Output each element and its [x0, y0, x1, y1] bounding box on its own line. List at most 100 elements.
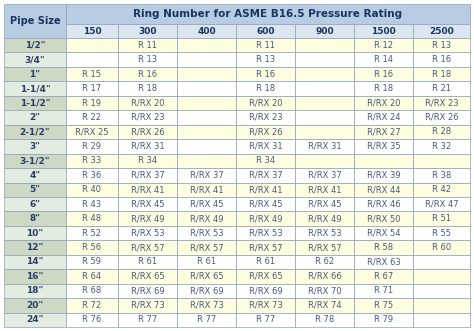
Bar [236, 298, 295, 312]
Text: R/RX 35: R/RX 35 [367, 142, 401, 151]
Bar [295, 125, 354, 139]
Bar [295, 197, 354, 212]
Text: R 61: R 61 [138, 258, 157, 266]
Bar [354, 38, 413, 52]
Text: R 79: R 79 [374, 315, 393, 324]
Text: 3-1/2": 3-1/2" [20, 156, 50, 165]
Text: R/RX 66: R/RX 66 [308, 272, 341, 281]
Text: 1/2": 1/2" [25, 41, 45, 50]
Bar [354, 139, 413, 154]
Text: R 64: R 64 [82, 272, 101, 281]
Text: R 61: R 61 [256, 258, 275, 266]
Bar [118, 154, 177, 168]
Bar [236, 255, 295, 269]
Text: R 78: R 78 [315, 315, 334, 324]
Text: R 17: R 17 [82, 84, 101, 93]
Bar [177, 96, 236, 110]
Text: 600: 600 [256, 26, 275, 35]
Bar [177, 110, 236, 125]
Text: R/RX 26: R/RX 26 [131, 127, 164, 136]
Bar [413, 81, 470, 96]
Text: R 68: R 68 [82, 286, 101, 295]
Text: R/RX 73: R/RX 73 [190, 301, 223, 310]
Bar [295, 298, 354, 312]
Text: 2500: 2500 [429, 26, 454, 35]
Text: R 13: R 13 [256, 55, 275, 64]
Bar [177, 125, 236, 139]
Bar [66, 125, 118, 139]
Text: R 18: R 18 [138, 84, 157, 93]
Bar [413, 168, 470, 182]
Text: R 12: R 12 [374, 41, 393, 50]
Text: R/RX 53: R/RX 53 [308, 229, 341, 238]
Text: R 16: R 16 [374, 70, 393, 79]
Text: R/RX 24: R/RX 24 [367, 113, 400, 122]
Text: R/RX 37: R/RX 37 [131, 171, 164, 180]
Text: R/RX 23: R/RX 23 [131, 113, 164, 122]
Text: R/RX 25: R/RX 25 [75, 127, 109, 136]
Text: R/RX 57: R/RX 57 [249, 243, 283, 252]
Bar [4, 139, 66, 154]
Text: R/RX 31: R/RX 31 [249, 142, 283, 151]
Bar [295, 240, 354, 255]
Text: R 19: R 19 [82, 99, 101, 108]
Text: 8": 8" [29, 214, 40, 223]
Bar [413, 284, 470, 298]
Bar [295, 212, 354, 226]
Text: R 71: R 71 [374, 286, 393, 295]
Bar [354, 110, 413, 125]
Bar [295, 110, 354, 125]
Bar [66, 182, 118, 197]
Text: R 21: R 21 [432, 84, 451, 93]
Bar [236, 154, 295, 168]
Bar [354, 226, 413, 240]
Bar [295, 269, 354, 284]
Text: R 62: R 62 [315, 258, 334, 266]
Bar [118, 52, 177, 67]
Bar [354, 284, 413, 298]
Bar [295, 52, 354, 67]
Text: R 18: R 18 [256, 84, 275, 93]
Text: R/RX 70: R/RX 70 [308, 286, 341, 295]
Bar [413, 312, 470, 327]
Text: R/RX 44: R/RX 44 [367, 185, 400, 194]
Text: R/RX 27: R/RX 27 [367, 127, 401, 136]
Bar [295, 139, 354, 154]
Text: R/RX 73: R/RX 73 [249, 301, 283, 310]
Bar [66, 67, 118, 81]
Bar [413, 255, 470, 269]
Bar [177, 255, 236, 269]
Text: 2-1/2": 2-1/2" [20, 127, 50, 136]
Bar [4, 110, 66, 125]
Bar [66, 52, 118, 67]
Bar [354, 81, 413, 96]
Text: R 77: R 77 [197, 315, 216, 324]
Bar [4, 226, 66, 240]
Bar [66, 96, 118, 110]
Bar [413, 110, 470, 125]
Text: R/RX 73: R/RX 73 [131, 301, 164, 310]
Text: R 51: R 51 [432, 214, 451, 223]
Bar [118, 81, 177, 96]
Text: R/RX 20: R/RX 20 [367, 99, 400, 108]
Bar [354, 24, 413, 38]
Text: 6": 6" [29, 200, 40, 209]
Bar [118, 168, 177, 182]
Bar [354, 269, 413, 284]
Bar [413, 125, 470, 139]
Text: R/RX 53: R/RX 53 [190, 229, 223, 238]
Bar [354, 298, 413, 312]
Text: 4": 4" [29, 171, 41, 180]
Bar [4, 240, 66, 255]
Text: 14": 14" [27, 258, 44, 266]
Bar [177, 81, 236, 96]
Bar [236, 168, 295, 182]
Bar [236, 312, 295, 327]
Text: 1500: 1500 [371, 26, 396, 35]
Bar [118, 139, 177, 154]
Text: R/RX 69: R/RX 69 [190, 286, 223, 295]
Bar [177, 38, 236, 52]
Bar [177, 197, 236, 212]
Bar [354, 240, 413, 255]
Bar [66, 269, 118, 284]
